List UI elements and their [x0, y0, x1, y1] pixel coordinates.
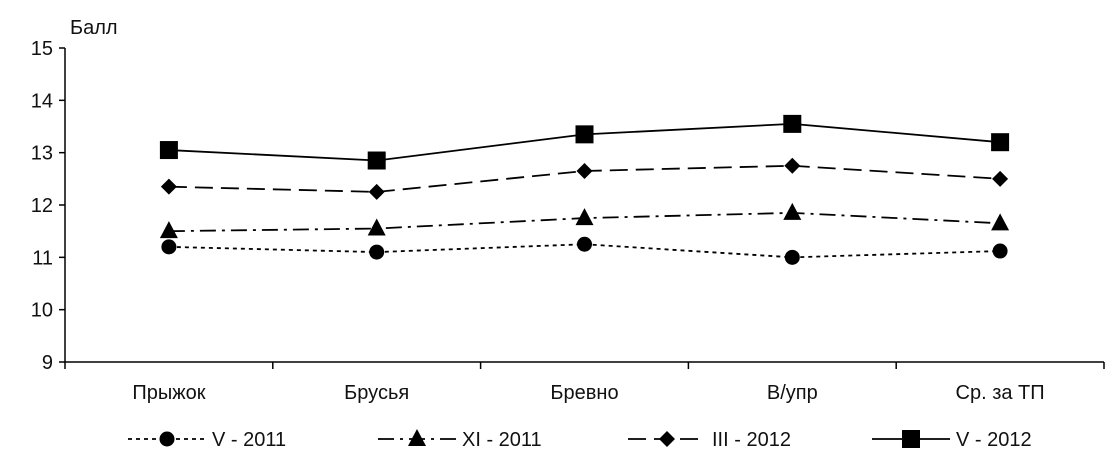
legend-item: V - 2011 — [128, 429, 286, 451]
series-4 — [159, 114, 1010, 170]
data-point — [367, 151, 386, 170]
data-point — [575, 208, 594, 226]
data-point — [159, 141, 178, 160]
x-category-label: Брусья — [344, 382, 409, 404]
data-point — [369, 244, 385, 260]
data-point — [992, 170, 1009, 187]
data-point — [577, 236, 592, 252]
series-1 — [161, 236, 1008, 265]
x-category-label: Прыжок — [132, 382, 205, 404]
data-point — [161, 239, 177, 255]
legend-swatch-marker — [902, 430, 920, 448]
y-tick-label: 15 — [31, 38, 53, 60]
legend-label: V - 2012 — [956, 429, 1032, 451]
y-ticks: 9 10 11 12 13 14 15 — [31, 38, 65, 374]
y-tick-label: 9 — [42, 352, 53, 374]
y-axis-label: Балл — [70, 17, 118, 39]
y-tick-label: 13 — [31, 143, 53, 165]
data-point — [367, 218, 386, 236]
data-point — [783, 114, 802, 133]
data-point — [160, 178, 177, 195]
data-point — [368, 183, 385, 200]
y-tick-label: 12 — [31, 195, 53, 217]
x-category-label: В/упр — [767, 382, 818, 404]
legend-swatch-marker — [408, 429, 426, 446]
series-2 — [159, 202, 1010, 239]
data-point — [575, 125, 594, 144]
data-point — [784, 249, 800, 265]
x-category-label: Бревно — [550, 382, 618, 404]
legend: V - 2011 XI - 2011 III - 2012 V - 2012 — [128, 429, 1032, 451]
legend-label: V - 2011 — [212, 429, 286, 451]
data-point — [992, 243, 1008, 259]
legend-item: III - 2012 — [628, 429, 791, 451]
series-lines — [159, 114, 1010, 265]
y-tick-label: 10 — [31, 300, 53, 322]
y-tick-label: 14 — [31, 90, 53, 112]
x-ticks: Прыжок Брусья Бревно В/упр Ср. за ТП — [64, 362, 1105, 404]
data-point — [991, 213, 1010, 231]
legend-label: III - 2012 — [712, 429, 791, 451]
legend-swatch-marker — [659, 431, 675, 447]
x-category-label: Ср. за ТП — [956, 382, 1045, 404]
data-point — [991, 133, 1010, 152]
y-tick-label: 11 — [32, 247, 53, 269]
data-point — [783, 202, 802, 220]
legend-item: V - 2012 — [872, 429, 1032, 451]
data-point — [159, 221, 178, 239]
data-point — [784, 157, 801, 174]
legend-swatch-marker — [159, 431, 175, 447]
data-point — [576, 162, 593, 179]
series-3 — [160, 157, 1009, 200]
legend-label: XI - 2011 — [462, 429, 542, 451]
legend-item: XI - 2011 — [378, 429, 542, 451]
series-line — [168, 243, 1001, 259]
